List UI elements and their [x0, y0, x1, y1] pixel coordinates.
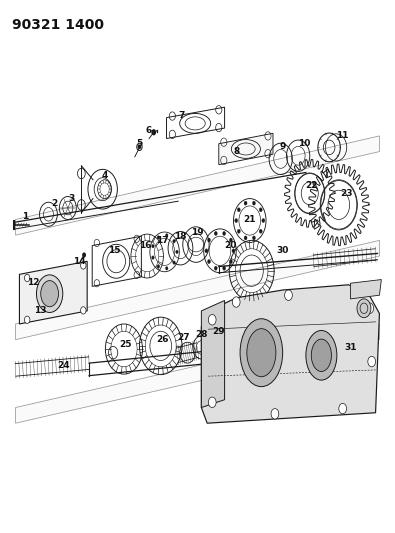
Circle shape	[152, 256, 154, 260]
Polygon shape	[201, 301, 225, 408]
Circle shape	[339, 403, 346, 414]
Circle shape	[214, 266, 217, 270]
Circle shape	[24, 274, 30, 281]
Circle shape	[82, 253, 86, 257]
Text: 6: 6	[146, 126, 152, 135]
Text: 4: 4	[102, 171, 108, 180]
Text: 30: 30	[276, 246, 289, 255]
Circle shape	[152, 245, 154, 248]
Text: 25: 25	[120, 341, 132, 349]
Circle shape	[229, 260, 232, 264]
Text: 11: 11	[337, 132, 349, 140]
Text: 9: 9	[280, 142, 286, 151]
Polygon shape	[15, 240, 380, 340]
Circle shape	[357, 299, 371, 318]
Circle shape	[237, 229, 240, 233]
Circle shape	[208, 314, 216, 325]
Circle shape	[259, 208, 262, 212]
Circle shape	[232, 249, 235, 253]
Circle shape	[166, 233, 168, 237]
Text: 14: 14	[73, 257, 86, 266]
Text: 27: 27	[178, 333, 190, 342]
Text: 22: 22	[305, 181, 318, 190]
Circle shape	[24, 316, 30, 324]
Circle shape	[214, 231, 217, 236]
Circle shape	[368, 357, 376, 367]
Polygon shape	[350, 280, 382, 299]
Text: 28: 28	[195, 330, 208, 339]
Circle shape	[284, 290, 292, 301]
Text: 18: 18	[174, 232, 186, 241]
Circle shape	[252, 201, 256, 205]
Circle shape	[244, 201, 247, 205]
Circle shape	[208, 397, 216, 408]
Text: 7: 7	[179, 110, 185, 119]
Polygon shape	[15, 324, 380, 423]
Ellipse shape	[247, 329, 276, 377]
Circle shape	[138, 146, 141, 149]
Circle shape	[244, 236, 247, 240]
Circle shape	[237, 208, 240, 212]
Circle shape	[166, 266, 168, 270]
Circle shape	[157, 236, 160, 239]
Text: 21: 21	[243, 215, 256, 224]
Text: 15: 15	[108, 246, 120, 255]
Circle shape	[223, 266, 226, 270]
Ellipse shape	[311, 339, 331, 372]
Ellipse shape	[240, 319, 283, 386]
Text: 19: 19	[191, 228, 204, 237]
Circle shape	[235, 219, 238, 223]
Text: 2: 2	[51, 199, 57, 208]
Circle shape	[259, 229, 262, 233]
Circle shape	[81, 306, 86, 314]
Ellipse shape	[41, 280, 58, 306]
Polygon shape	[201, 285, 380, 423]
Text: 13: 13	[34, 306, 47, 316]
Circle shape	[229, 238, 232, 242]
Ellipse shape	[306, 330, 337, 380]
Text: 20: 20	[224, 241, 237, 250]
Circle shape	[366, 303, 374, 313]
Text: 8: 8	[233, 147, 239, 156]
Text: 90321 1400: 90321 1400	[12, 19, 104, 33]
Circle shape	[223, 231, 226, 236]
Ellipse shape	[36, 275, 63, 312]
Polygon shape	[92, 236, 141, 286]
Polygon shape	[167, 107, 225, 139]
Polygon shape	[219, 133, 273, 165]
Text: 24: 24	[58, 361, 70, 370]
Circle shape	[173, 261, 175, 264]
Text: 17: 17	[156, 236, 169, 245]
Text: 16: 16	[139, 241, 152, 250]
Circle shape	[232, 297, 240, 307]
Text: 29: 29	[213, 327, 225, 336]
Polygon shape	[15, 136, 380, 235]
Text: 10: 10	[298, 139, 310, 148]
Polygon shape	[19, 261, 87, 324]
Circle shape	[151, 129, 156, 135]
Text: 3: 3	[69, 194, 75, 203]
Circle shape	[207, 238, 211, 242]
Circle shape	[205, 249, 208, 253]
Circle shape	[81, 262, 86, 269]
Circle shape	[157, 264, 160, 268]
Circle shape	[262, 219, 265, 223]
Circle shape	[252, 236, 256, 240]
Text: 26: 26	[156, 335, 169, 344]
Circle shape	[176, 250, 178, 254]
Circle shape	[173, 239, 175, 243]
Text: 31: 31	[344, 343, 357, 352]
Text: 23: 23	[340, 189, 353, 198]
Text: 12: 12	[27, 278, 39, 287]
Circle shape	[207, 260, 211, 264]
Circle shape	[271, 409, 279, 419]
Text: 5: 5	[136, 139, 143, 148]
Text: 1: 1	[22, 212, 28, 221]
